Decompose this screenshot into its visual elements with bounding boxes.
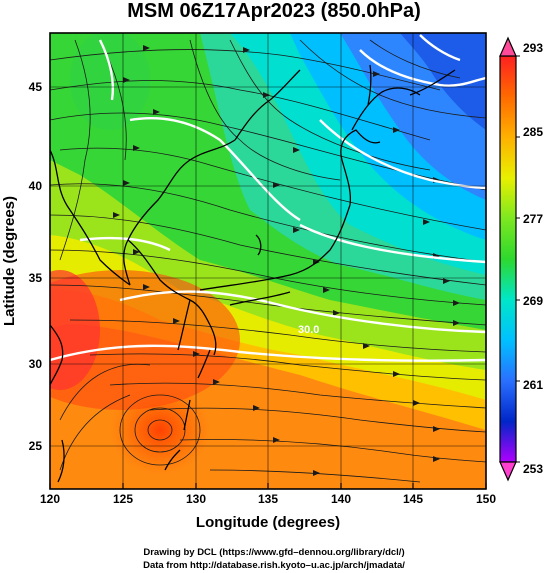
contour-label: 30.0 [298,324,319,336]
lon-tick-marks [49,483,487,489]
lat-tick-label: 25 [29,439,43,453]
lon-tick-label: 135 [258,492,278,506]
lon-tick-label: 120 [40,492,60,506]
credit-drawing: Drawing by DCL (https://www.gfd–dennou.o… [143,547,405,558]
colorbar-tick-label: 277 [523,212,543,226]
x-axis-label: Longitude (degrees) [196,514,340,531]
colorbar-max-triangle [499,36,517,57]
colorbar-tick-label: 293 [523,41,543,55]
credit-data: Data from http://database.rish.kyoto–u.a… [143,560,405,571]
lat-tick-label: 40 [29,179,43,193]
graticule [50,33,486,489]
lon-tick-label: 125 [113,492,133,506]
colorbar-tick-label: 253 [523,462,543,476]
lat-tick-label: 45 [29,80,43,94]
colorbar-tick-label: 269 [523,294,543,308]
lon-tick-label: 140 [331,492,351,506]
map-title: MSM 06Z17Apr2023 (850.0hPa) [127,0,421,22]
lat-tick-label: 30 [29,357,43,371]
colorbar: 293 285 277 269 261 253 [499,36,543,482]
streamlines [50,39,486,483]
credits: Drawing by DCL (https://www.gfd–dennou.o… [0,546,548,572]
colorbar-tick-label: 285 [523,125,543,139]
streamline-arrows [113,45,460,476]
lon-tick-label: 130 [186,492,206,506]
y-axis-label: Latitude (degrees) [1,196,18,326]
lon-tick-label: 145 [403,492,423,506]
lon-tick-label: 150 [476,492,496,506]
colorbar-tick-label: 261 [523,378,543,392]
colorbar-min-triangle [499,461,517,482]
lat-tick-label: 35 [29,271,43,285]
